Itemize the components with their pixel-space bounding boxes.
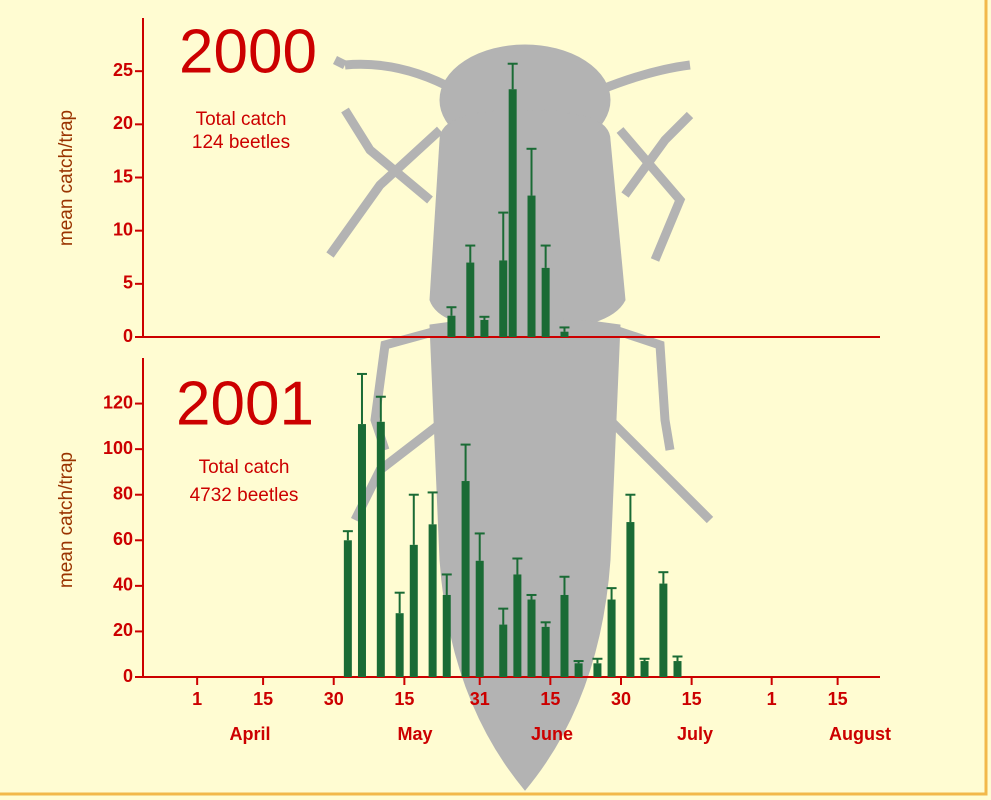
y-tick-label: 20 [113,113,133,133]
bar [528,196,536,337]
y-tick-label: 40 [113,575,133,595]
bar [560,332,568,337]
bar [462,481,470,677]
y-tick-label: 120 [103,392,133,412]
bar [528,600,536,677]
x-tick-label: 30 [324,689,344,709]
y-tick-label: 100 [103,438,133,458]
bar [429,524,437,677]
y-tick-label: 15 [113,166,133,186]
y-tick-label: 0 [123,326,133,346]
bar [659,584,667,677]
y-tick-label: 10 [113,219,133,239]
annotation: 4732 beetles [190,485,299,506]
annotation: Total catch [199,457,290,478]
bar [513,574,521,677]
x-tick-label: 31 [470,689,490,709]
bar [447,316,455,337]
bar [410,545,418,677]
bar [593,663,601,677]
x-tick-label: 15 [394,689,414,709]
y-axis-label: mean catch/trap [56,110,77,246]
panel-title: 2000 [179,17,317,86]
annotation: 124 beetles [192,132,290,153]
bar [443,595,451,677]
y-tick-label: 60 [113,529,133,549]
bar [542,268,550,337]
y-tick-label: 20 [113,620,133,640]
bar [499,625,507,677]
panel-title: 2001 [176,369,314,438]
bar [509,89,517,337]
bar [480,320,488,337]
x-tick-label: 15 [828,689,848,709]
bar [377,422,385,677]
y-tick-label: 25 [113,60,133,80]
y-tick-label: 80 [113,483,133,503]
month-label: April [229,724,270,744]
bar [358,424,366,677]
month-label: August [829,724,891,744]
bar [560,595,568,677]
bar [626,522,634,677]
bar [674,661,682,677]
bar [466,263,474,337]
month-label: May [397,724,432,744]
month-label: July [677,724,713,744]
bar [476,561,484,677]
y-axis-label: mean catch/trap [56,452,77,588]
x-tick-label: 15 [682,689,702,709]
x-tick-label: 30 [611,689,631,709]
y-tick-label: 5 [123,273,133,293]
bar [344,540,352,677]
bar [641,661,649,677]
chart: 2000 Total catch 124 beetles 2001 Total … [0,0,991,800]
bar [396,613,404,677]
bar [575,663,583,677]
x-tick-label: 15 [253,689,273,709]
x-tick-label: 1 [767,689,777,709]
x-tick-label: 1 [192,689,202,709]
month-label: June [531,724,573,744]
x-tick-label: 15 [540,689,560,709]
bar [499,260,507,337]
y-tick-label: 0 [123,666,133,686]
annotation: Total catch [196,109,287,130]
bar [608,600,616,677]
bar [542,627,550,677]
